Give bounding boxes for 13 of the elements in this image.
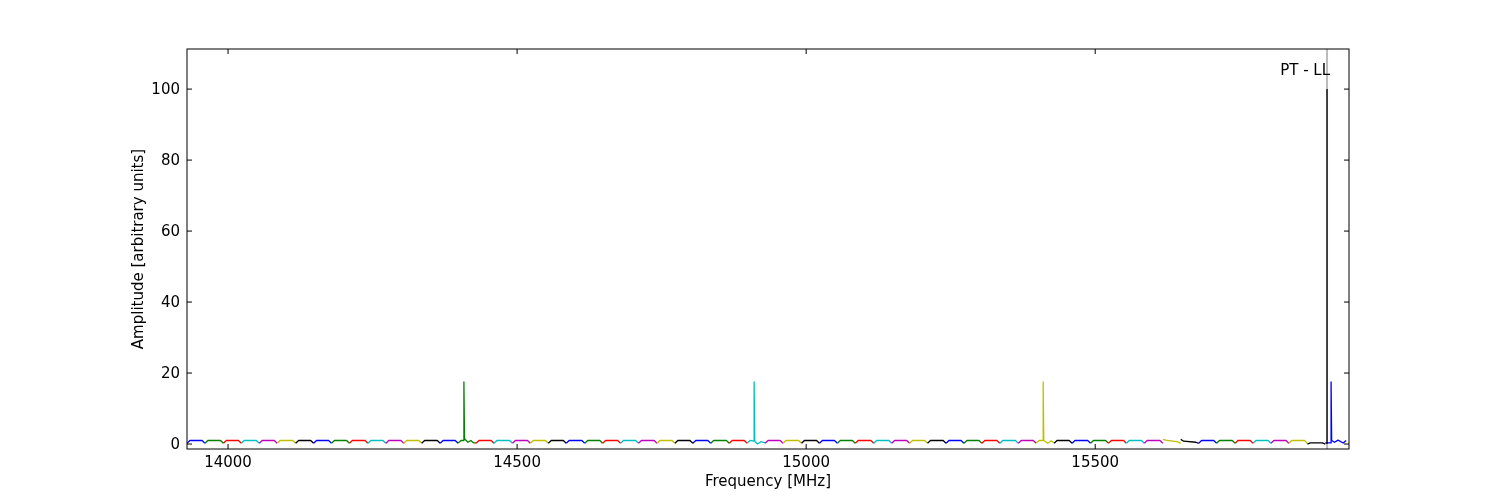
y-tick-label: 100 — [151, 80, 180, 99]
x-tick-label: 15500 — [1071, 453, 1120, 471]
x-tick-label: 14500 — [493, 453, 541, 471]
ref-line-label: PT - LL — [1280, 61, 1331, 79]
y-tick-label: 60 — [160, 222, 180, 241]
y-tick-label: 20 — [160, 364, 180, 383]
x-tick-label: 15000 — [782, 453, 831, 471]
x-axis-title: Frequency [MHz] — [704, 472, 832, 490]
x-tick-label: 14000 — [204, 453, 252, 471]
y-axis-title: Amplitude [arbitrary units] — [129, 148, 147, 350]
y-tick-label: 0 — [170, 435, 180, 454]
y-tick-label: 80 — [160, 151, 180, 170]
y-tick-label: 40 — [160, 293, 180, 312]
